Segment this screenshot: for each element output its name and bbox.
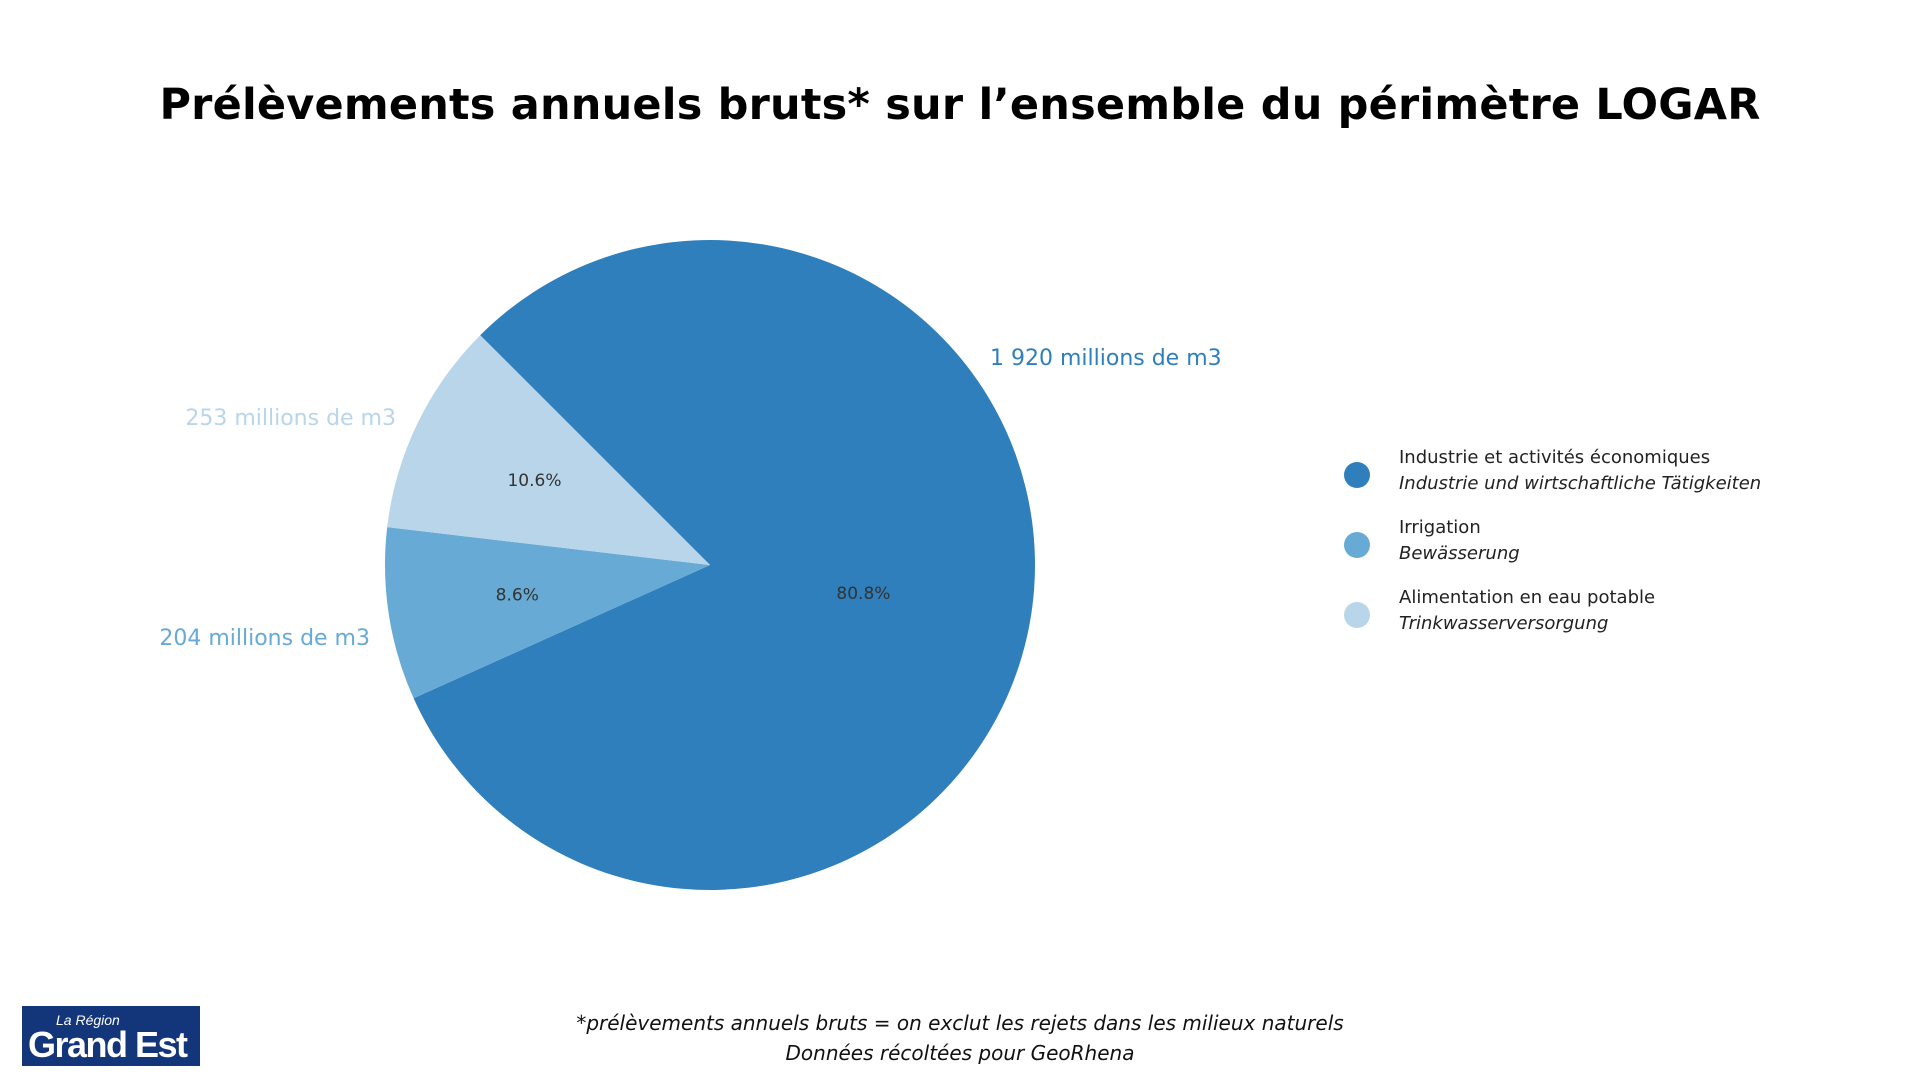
pie-slice-industrie [413, 240, 1035, 891]
logo-small-text: La Région [56, 1012, 120, 1028]
legend-label-de: Trinkwasserversorgung [1399, 613, 1609, 634]
chart-title: Prélèvements annuels bruts* sur l’ensemb… [159, 80, 1761, 130]
legend-label-fr: Alimentation en eau potable [1399, 587, 1656, 608]
value-label-eau-potable: 253 millions de m3 [185, 406, 396, 431]
footnote-line-2: Données récoltées pour GeoRhena [785, 1041, 1135, 1065]
legend-label-fr: Industrie et activités économiques [1399, 447, 1711, 468]
footnote-line-1: *prélèvements annuels bruts = on exclut … [576, 1011, 1344, 1035]
legend-item-eau-potable: Alimentation en eau potable Trinkwasserv… [1344, 585, 1864, 655]
legend-label-fr: Irrigation [1399, 517, 1481, 538]
value-label-irrigation: 204 millions de m3 [159, 626, 370, 651]
legend-label-de: Bewässerung [1399, 543, 1520, 564]
legend-label-industrie: Industrie et activités économiques Indus… [1399, 445, 1761, 497]
legend-label-eau-potable: Alimentation en eau potable Trinkwasserv… [1399, 585, 1655, 637]
logo-big-text: Grand Est [28, 1024, 188, 1065]
footnote: *prélèvements annuels bruts = on exclut … [0, 1008, 1920, 1068]
percent-label-irrigation: 8.6% [496, 586, 539, 606]
legend-label-de: Industrie und wirtschaftliche Tätigkeite… [1399, 473, 1762, 494]
legend-item-industrie: Industrie et activités économiques Indus… [1344, 445, 1864, 515]
region-grand-est-logo: La Région Grand Est [22, 1006, 200, 1066]
legend-dot-irrigation [1344, 532, 1370, 558]
legend-dot-industrie [1344, 462, 1370, 488]
legend-dot-eau-potable [1344, 602, 1370, 628]
value-label-industrie: 1 920 millions de m3 [990, 346, 1222, 371]
legend-item-irrigation: Irrigation Bewässerung [1344, 515, 1864, 585]
pie-slice-eau-potable [387, 335, 710, 565]
percent-label-industrie: 80.8% [836, 584, 890, 604]
legend-label-irrigation: Irrigation Bewässerung [1399, 515, 1520, 567]
percent-label-eau-potable: 10.6% [507, 471, 561, 491]
legend: Industrie et activités économiques Indus… [1344, 445, 1864, 655]
pie-slice-irrigation [384, 527, 710, 699]
